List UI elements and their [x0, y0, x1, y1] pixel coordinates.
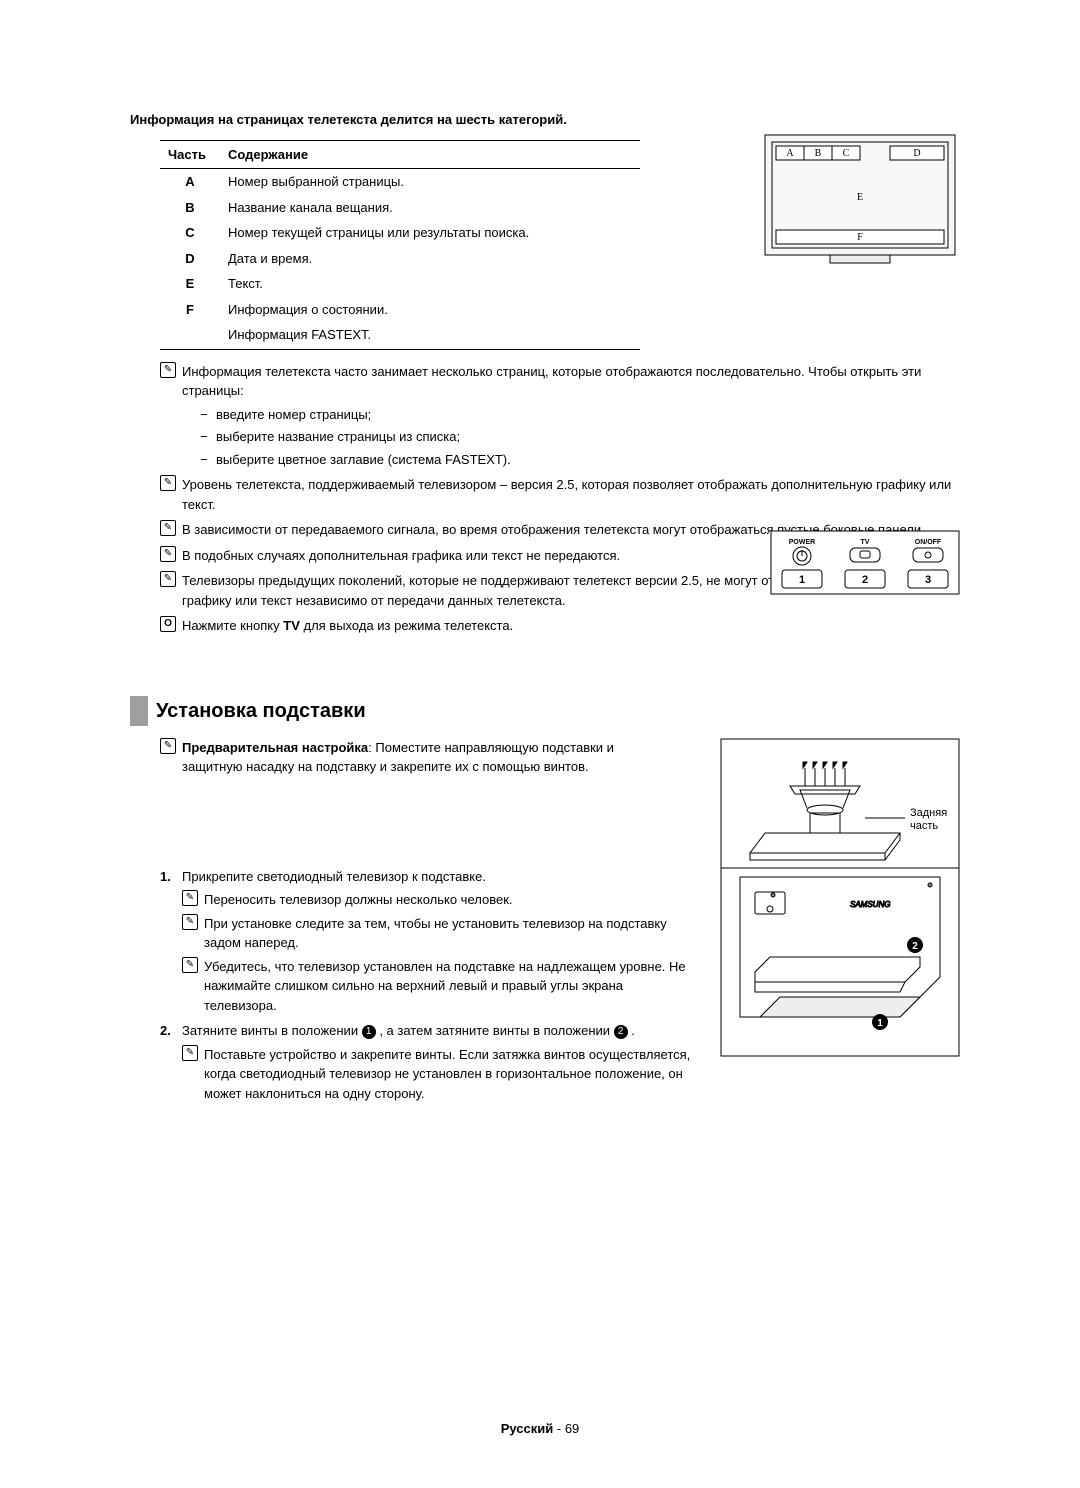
teletext-parts-table: Часть Содержание AНомер выбранной страни… [160, 140, 640, 350]
svg-text:A: A [786, 148, 794, 159]
table-row: EТекст. [160, 271, 640, 297]
section-heading: Установка подставки [130, 696, 970, 726]
svg-text:часть: часть [910, 820, 938, 832]
svg-text:F: F [857, 232, 863, 243]
tv-layout-diagram: A B C D E F [760, 130, 960, 270]
note-item: Уровень телетекста, поддерживаемый телев… [160, 475, 970, 514]
svg-text:D: D [913, 148, 920, 159]
svg-text:Задняя: Задняя [910, 807, 947, 819]
th-content: Содержание [220, 140, 640, 169]
svg-text:1: 1 [877, 1018, 883, 1029]
svg-text:TV: TV [861, 539, 870, 546]
svg-text:SAMSUNG: SAMSUNG [850, 900, 890, 909]
circled-1-icon: 1 [362, 1025, 376, 1039]
table-row: CНомер текущей страницы или результаты п… [160, 220, 640, 246]
svg-text:C: C [843, 148, 850, 159]
svg-text:ON/OFF: ON/OFF [915, 539, 942, 546]
table-row: FИнформация о состоянии. [160, 297, 640, 323]
svg-text:1: 1 [799, 574, 805, 586]
svg-text:E: E [857, 192, 863, 203]
svg-text:2: 2 [912, 941, 918, 952]
svg-text:B: B [815, 148, 822, 159]
attach-diagram: SAMSUNG 2 1 [720, 867, 960, 1057]
preset-note: Предварительная настройка: Поместите нап… [160, 738, 670, 777]
table-row: DДата и время. [160, 246, 640, 272]
page-footer: Русский - 69 [0, 1419, 1080, 1439]
th-part: Часть [160, 140, 220, 169]
table-row: BНазвание канала вещания. [160, 195, 640, 221]
svg-text:3: 3 [925, 574, 931, 586]
table-row: AНомер выбранной страницы. [160, 169, 640, 195]
intro-heading: Информация на страницах телетекста делит… [130, 110, 970, 130]
note-item: Нажмите кнопку TV для выхода из режима т… [160, 616, 970, 636]
table-row: Информация FASTEXT. [160, 322, 640, 349]
svg-text:POWER: POWER [789, 539, 815, 546]
note-item: Информация телетекста часто занимает нес… [160, 362, 970, 470]
svg-text:2: 2 [862, 574, 868, 586]
circled-2-icon: 2 [614, 1025, 628, 1039]
remote-diagram: POWER TV ON/OFF 1 2 3 [770, 530, 960, 595]
